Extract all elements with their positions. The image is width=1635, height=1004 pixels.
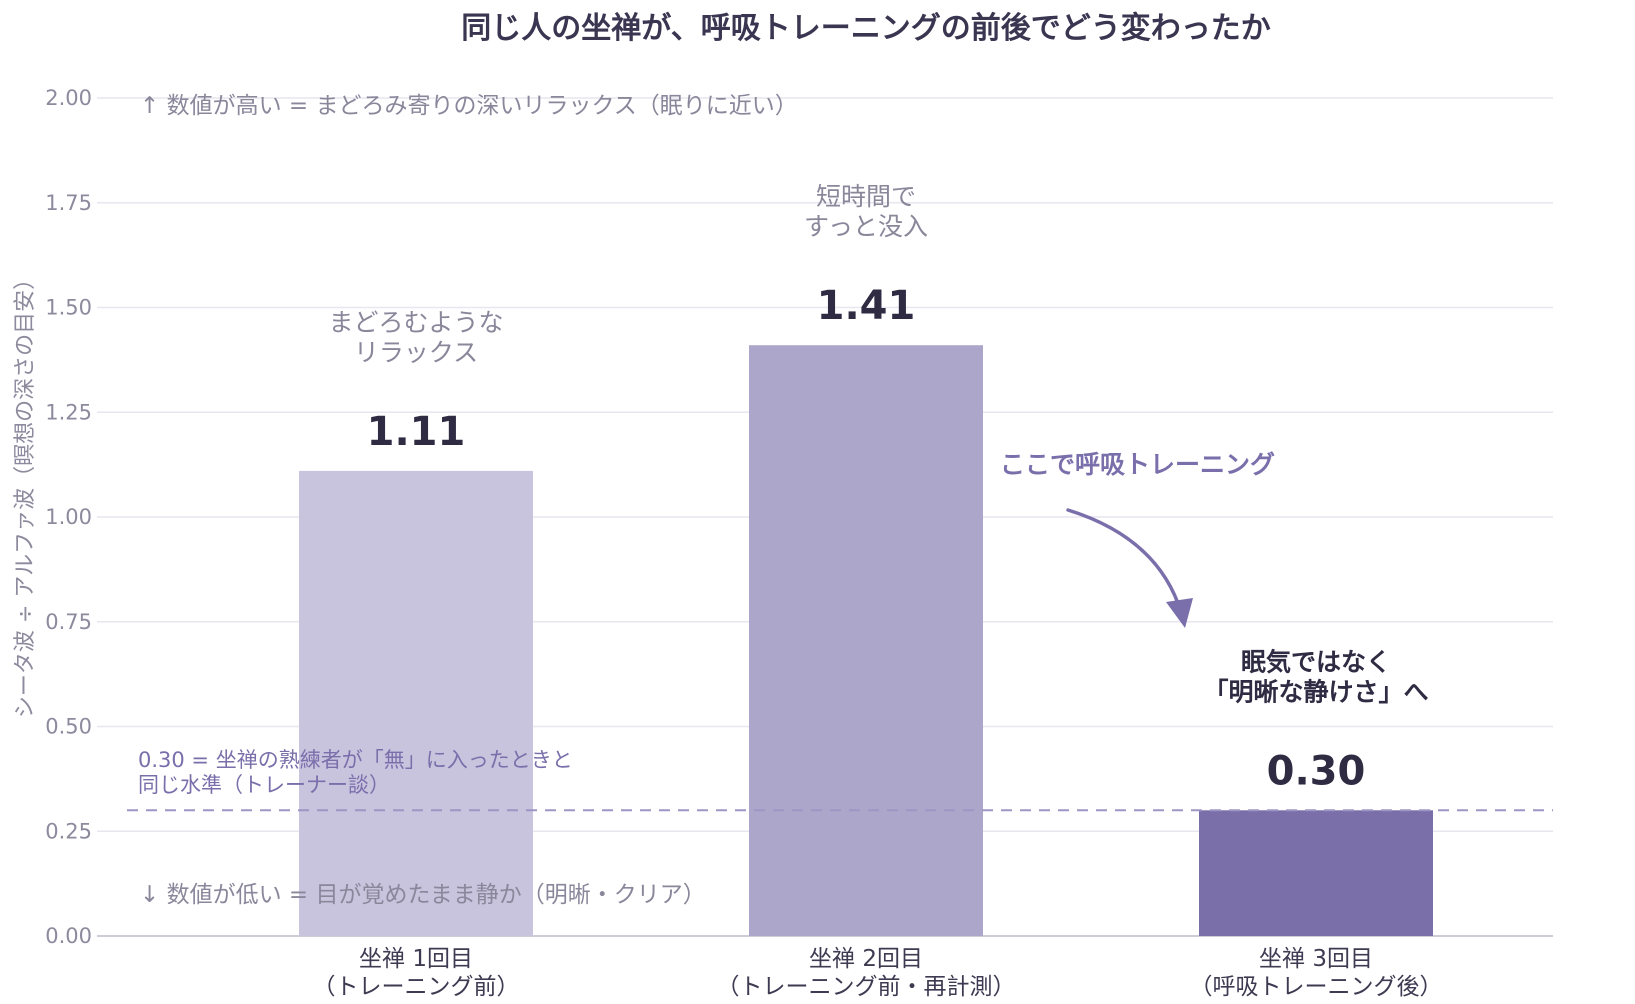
arrow-curve <box>1066 508 1183 614</box>
y-tick-label: 0.50 <box>45 715 92 739</box>
bars <box>299 345 1433 937</box>
x-tick-label: （呼吸トレーニング後） <box>1190 974 1443 1000</box>
y-axis-label: シータ波 ÷ アルファ波（瞑想の深さの目安） <box>13 268 38 718</box>
bar-annotation: すっと没入 <box>804 212 928 241</box>
x-tick-label: 坐禅 1回目 <box>359 946 473 972</box>
y-tick-label: 0.00 <box>45 924 92 948</box>
y-tick-label: 1.00 <box>45 505 92 529</box>
bar-annotation: 眠気ではなく <box>1241 647 1391 676</box>
bar <box>749 345 983 937</box>
bar-annotation: リラックス <box>354 338 478 367</box>
y-tick-label: 0.75 <box>45 610 92 634</box>
value-label: 1.11 <box>367 409 466 455</box>
arrow-label: ここで呼吸トレーニング <box>1000 450 1275 479</box>
bar-annotation: 短時間で <box>816 182 916 211</box>
arrow-head <box>1166 598 1193 628</box>
y-tick-label: 2.00 <box>45 86 92 110</box>
x-tick-label: 坐禅 3回目 <box>1259 946 1373 972</box>
bar <box>1199 810 1433 936</box>
bar <box>299 470 533 936</box>
y-tick-label: 1.75 <box>45 191 92 215</box>
x-tick-label: （トレーニング前・再計測） <box>717 974 1016 1000</box>
x-tick-label: 坐禅 2回目 <box>809 946 923 972</box>
top-note: ↑ 数値が高い = まどろみ寄りの深いリラックス（眠りに近い） <box>140 93 798 119</box>
bar-annotation: まどろむような <box>328 308 503 337</box>
reference-note: 0.30 = 坐禅の熟練者が「無」に入ったときと <box>138 748 573 772</box>
x-tick-label: （トレーニング前） <box>313 974 520 1000</box>
y-tick-label: 1.25 <box>45 400 92 424</box>
bottom-note: ↓ 数値が低い = 目が覚めたまま静か（明晰・クリア） <box>140 882 706 908</box>
arrow-annotation: ここで呼吸トレーニング <box>1000 450 1275 628</box>
y-tick-label: 1.50 <box>45 296 92 320</box>
y-tick-label: 0.25 <box>45 819 92 843</box>
bar-annotation: 「明晰な静けさ」へ <box>1203 677 1428 706</box>
value-label: 0.30 <box>1267 748 1366 794</box>
chart-title: 同じ人の坐禅が、呼吸トレーニングの前後でどう変わったか <box>461 11 1270 46</box>
reference-note: 同じ水準（トレーナー談） <box>138 773 390 797</box>
value-label: 1.41 <box>817 283 916 329</box>
